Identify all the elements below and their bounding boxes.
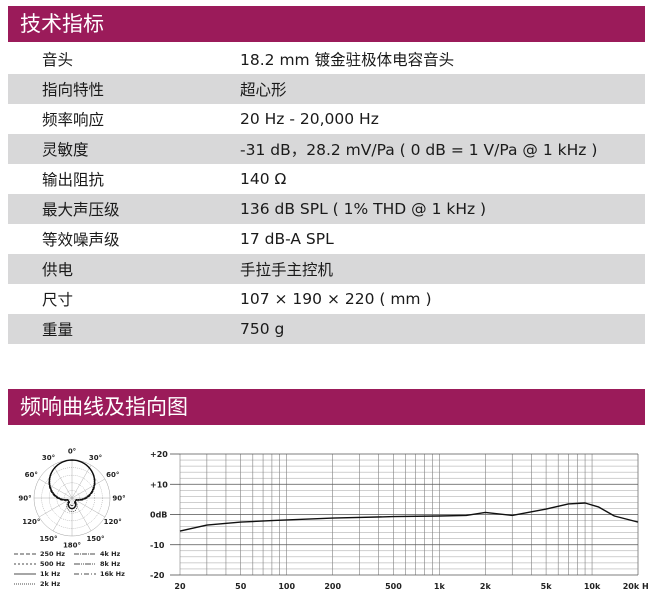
- x-tick-label: 10k: [584, 582, 601, 591]
- legend-line-swatch: [14, 583, 36, 585]
- legend-line-swatch: [14, 573, 36, 575]
- legend-label: 2k Hz: [40, 580, 61, 588]
- polar-angle-label: 90°: [112, 495, 125, 503]
- polar-angle-label: 180°: [63, 542, 81, 550]
- legend-line-swatch: [74, 573, 96, 575]
- spec-row: 供电 手拉手主控机: [8, 254, 645, 284]
- y-tick-label: +10: [150, 480, 168, 489]
- polar-angle-label: 150°: [86, 535, 104, 543]
- spec-label: 最大声压级: [42, 201, 120, 219]
- spec-value: 107 × 190 × 220 ( mm ): [240, 290, 432, 308]
- y-tick-label: -10: [150, 541, 165, 550]
- x-tick-label: 2k: [480, 582, 492, 591]
- legend-item: 1k Hz: [14, 570, 60, 578]
- spec-label: 频率响应: [42, 111, 105, 129]
- polar-angle-label: 120°: [104, 518, 122, 526]
- spec-label: 指向特性: [42, 81, 105, 99]
- polar-angle-label: 30°: [89, 454, 102, 462]
- x-tick-label: 50: [235, 582, 247, 591]
- spec-row: 频率响应 20 Hz - 20,000 Hz: [8, 104, 645, 134]
- spec-value: 20 Hz - 20,000 Hz: [240, 110, 379, 128]
- spec-value: 136 dB SPL ( 1% THD @ 1 kHz ): [240, 200, 487, 218]
- spec-value: -31 dB，28.2 mV/Pa ( 0 dB = 1 V/Pa @ 1 kH…: [240, 141, 598, 159]
- polar-angle-label: 150°: [39, 535, 57, 543]
- y-tick-label: 0dB: [150, 511, 167, 520]
- legend-label: 8k Hz: [100, 560, 121, 568]
- x-tick-label: 1k: [434, 582, 446, 591]
- polar-angle-label: 0°: [68, 448, 76, 456]
- spec-label: 尺寸: [42, 291, 74, 309]
- polar-response-curve: [48, 459, 96, 510]
- y-tick-label: -20: [150, 571, 165, 580]
- section-header-specs: 技术指标: [8, 6, 645, 42]
- polar-angle-label: 120°: [22, 518, 40, 526]
- x-tick-label: 20k Hz: [623, 582, 648, 591]
- spec-table: 音头 18.2 mm 镀金驻极体电容音头指向特性 超心形频率响应 20 Hz - 20…: [8, 44, 645, 344]
- polar-spoke: [71, 497, 106, 518]
- spec-row: 输出阻抗 140 Ω: [8, 164, 645, 194]
- spec-value: 140 Ω: [240, 170, 287, 188]
- spec-label: 供电: [42, 261, 74, 279]
- polar-spoke: [38, 497, 73, 518]
- spec-row: 音头 18.2 mm 镀金驻极体电容音头: [8, 44, 645, 74]
- legend-item: 4k Hz: [74, 550, 120, 558]
- legend-item: 250 Hz: [14, 550, 65, 558]
- polar-spoke: [38, 478, 73, 499]
- legend-item: 2k Hz: [14, 580, 60, 588]
- polar-spoke: [52, 464, 73, 499]
- spec-row: 指向特性 超心形: [8, 74, 645, 104]
- spec-value: 超心形: [240, 81, 287, 99]
- spec-row: 等效噪声级 17 dB-A SPL: [8, 224, 645, 254]
- x-tick-label: 20: [174, 582, 186, 591]
- legend-item: 500 Hz: [14, 560, 65, 568]
- legend-label: 500 Hz: [40, 560, 66, 568]
- x-tick-label: 200: [324, 582, 341, 591]
- y-tick-label: +20: [150, 450, 168, 459]
- legend-label: 4k Hz: [100, 550, 121, 558]
- x-tick-label: 5k: [541, 582, 553, 591]
- polar-angle-label: 60°: [106, 471, 119, 479]
- polar-pattern-chart: 0° 30° 30° 60° 60° 90° 90° 120° 120° 150° 150° 180°: [18, 448, 125, 550]
- polar-grid: [33, 459, 111, 537]
- spec-value: 17 dB-A SPL: [240, 230, 334, 248]
- polar-angle-label: 90°: [18, 495, 31, 503]
- chart-grid: [179, 453, 639, 576]
- polar-angle-label: 60°: [25, 471, 38, 479]
- spec-value: 手拉手主控机: [240, 261, 334, 279]
- legend-label: 250 Hz: [40, 550, 66, 558]
- legend-item: 8k Hz: [74, 560, 120, 568]
- legend-item: 16k Hz: [74, 570, 125, 578]
- polar-spoke: [71, 464, 92, 499]
- x-tick-label: 500: [385, 582, 402, 591]
- spec-row: 最大声压级 136 dB SPL ( 1% THD @ 1 kHz ): [8, 194, 645, 224]
- spec-label: 音头: [42, 51, 74, 69]
- polar-spoke: [71, 478, 106, 499]
- spec-row: 尺寸 107 × 190 × 220 ( mm ): [8, 284, 645, 314]
- legend-line-swatch: [14, 563, 36, 565]
- spec-value: 18.2 mm 镀金驻极体电容音头: [240, 51, 455, 69]
- polar-response-curve: [49, 459, 95, 513]
- spec-value: 750 g: [240, 320, 285, 338]
- legend-label: 1k Hz: [40, 570, 61, 578]
- spec-label: 等效噪声级: [42, 231, 120, 249]
- spec-label: 重量: [42, 321, 74, 339]
- x-tick-label: 100: [278, 582, 295, 591]
- legend-line-swatch: [74, 563, 96, 565]
- frequency-response-chart: +20 +10 0dB -10 -20 20 50 100 200 500 1k 2k 5k 10k 20k…: [150, 450, 648, 591]
- polar-response-curve: [48, 459, 96, 506]
- polar-angle-label: 30°: [42, 454, 55, 462]
- legend-line-swatch: [14, 553, 36, 555]
- spec-label: 灵敏度: [42, 141, 89, 159]
- spec-row: 重量 750 g: [8, 314, 645, 344]
- legend-line-swatch: [74, 553, 96, 555]
- section-header-curve: 频响曲线及指向图: [8, 389, 645, 425]
- spec-row: 灵敏度 -31 dB，28.2 mV/Pa ( 0 dB = 1 V/Pa @ 1…: [8, 134, 645, 164]
- legend-label: 16k Hz: [100, 570, 125, 578]
- spec-label: 输出阻抗: [42, 171, 105, 189]
- response-curve-line: [179, 502, 639, 532]
